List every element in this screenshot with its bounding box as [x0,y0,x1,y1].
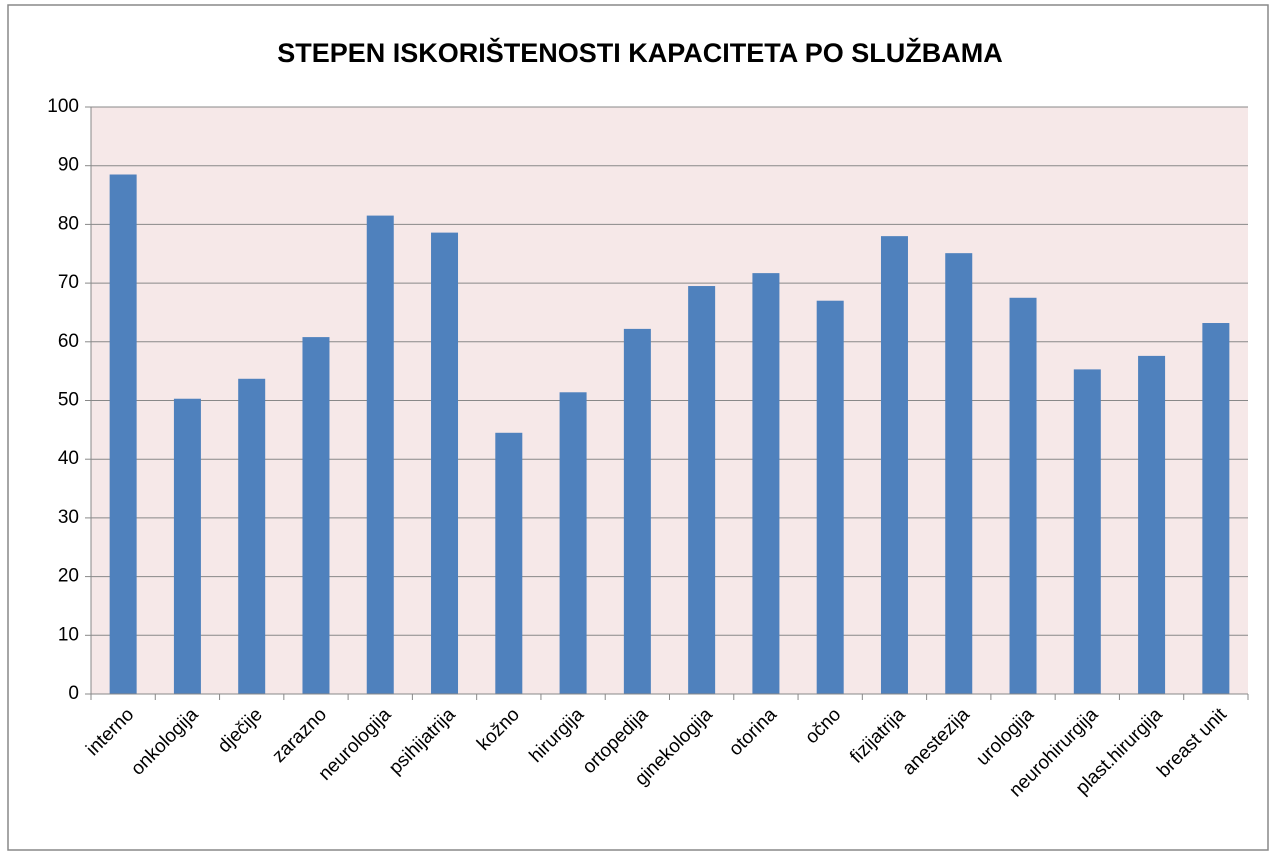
y-tick-label: 20 [58,566,79,587]
bar [816,300,844,694]
y-tick-label: 90 [58,155,79,176]
y-tick-label: 40 [58,448,79,469]
bar [880,236,908,694]
y-tick-label: 50 [58,390,79,411]
bar [109,174,137,694]
y-tick-label: 0 [68,683,79,704]
bar [559,392,587,694]
bar [1138,355,1166,694]
bar [366,215,394,694]
bar [1009,297,1037,694]
bar [1202,323,1230,694]
bar [173,398,201,694]
bar [945,253,973,694]
bar [1073,369,1101,694]
y-tick-label: 60 [58,331,79,352]
bar [752,273,780,694]
bar [623,328,651,694]
bar [238,378,266,694]
bar [688,286,716,694]
chart-title: STEPEN ISKORIŠTENOSTI KAPACITETA PO SLUŽ… [277,37,1003,68]
y-tick-label: 80 [58,213,79,234]
bar [302,337,330,694]
bar [495,432,523,694]
bar [431,232,459,695]
y-tick-label: 10 [58,624,79,645]
y-tick-label: 70 [58,272,79,293]
y-tick-label: 30 [58,507,79,528]
y-tick-label: 100 [47,96,79,117]
